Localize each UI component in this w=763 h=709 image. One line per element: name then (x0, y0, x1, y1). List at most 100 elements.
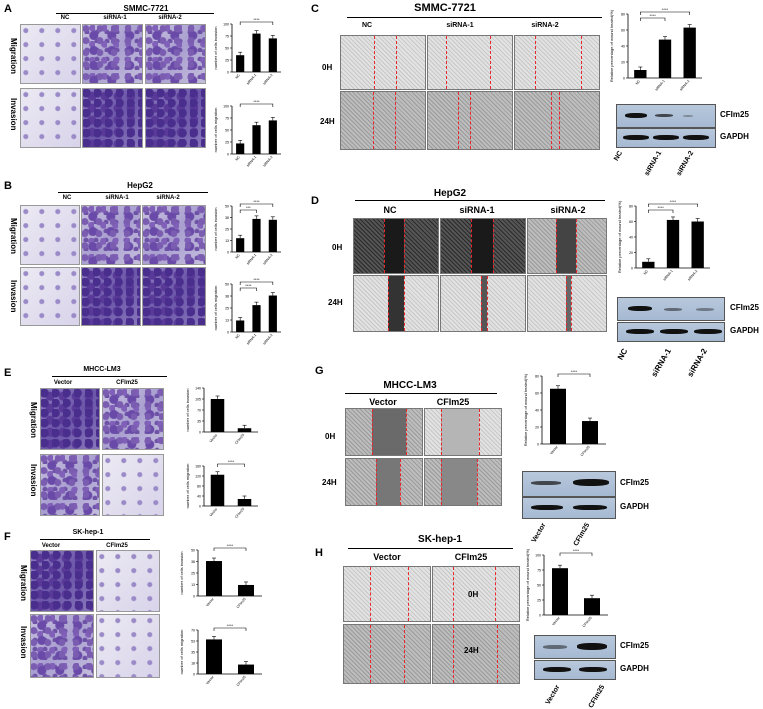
bar (584, 598, 600, 615)
panel-g-title: MHCC-LM3 (383, 380, 437, 391)
blot-lane-label: NC (613, 150, 625, 163)
panel-label-a: A (4, 3, 12, 15)
panel-f-underline (40, 539, 150, 540)
y-tick-label: 50 (191, 549, 195, 553)
x-tick-label: NC (643, 269, 650, 276)
x-tick-label: siRNA-2 (262, 73, 273, 86)
bar (236, 320, 245, 332)
significance-label: **** (227, 543, 234, 548)
wound-image (340, 35, 426, 90)
significance-label: **** (670, 199, 677, 204)
wound-image (440, 218, 526, 274)
panel-e-row-migration: Migration (29, 402, 38, 438)
bar (236, 55, 245, 72)
significance-label: **** (227, 623, 234, 628)
bar (268, 219, 277, 252)
bar (634, 70, 647, 78)
y-tick-label: 0 (227, 251, 229, 255)
panel-f-group-cfim25: CFIm25 (106, 543, 128, 549)
bar (683, 27, 696, 79)
x-tick-label: siRNA-1 (246, 253, 257, 266)
panel-e-group-cfim25: CFIm25 (116, 380, 138, 386)
panel-f-row-migration: Migration (19, 565, 28, 601)
chart-a1: 0 25 50 75 100 number of cells invasion NC siRN… (213, 17, 281, 86)
panel-f-title: SK-hep-1 (72, 529, 104, 536)
x-tick-label: Vector (209, 506, 219, 517)
y-tick-label: 25 (225, 59, 229, 63)
y-axis-label: Relative percentage of wound healed(%) (609, 9, 614, 82)
x-tick-label: siRNA-2 (262, 333, 273, 346)
blot-label-gapdh: GAPDH (620, 664, 649, 673)
x-tick-label: NC (235, 155, 242, 162)
transwell-image (30, 614, 94, 678)
y-tick-label: 25 (537, 599, 541, 603)
panel-c-group-sirna2: siRNA-2 (531, 22, 559, 29)
significance-label: **** (662, 7, 669, 12)
transwell-image (102, 454, 164, 516)
western-blot-gapdh (522, 497, 616, 519)
y-tick-label: 100 (223, 23, 229, 27)
panel-label-g: G (315, 365, 324, 377)
wound-image (427, 91, 513, 150)
y-axis-label: number of cells migration (179, 630, 184, 675)
x-tick-label: siRNA-2 (262, 155, 273, 168)
y-tick-label: 50 (537, 584, 541, 588)
y-axis-label: number of cells invasion (213, 208, 218, 251)
x-tick-label: Vector (205, 596, 215, 607)
panel-b-row-invasion: Invasion (9, 280, 18, 313)
y-axis-label: Relative percentage of wound healed(%) (617, 200, 622, 273)
wound-image (427, 35, 513, 90)
y-tick-label: 75 (225, 35, 229, 39)
y-tick-label: 35 (191, 651, 195, 655)
panel-h-title: SK-hep-1 (418, 534, 462, 545)
significance-bracket (239, 203, 274, 207)
wound-image (424, 408, 502, 456)
significance-label: **** (253, 277, 260, 282)
western-blot-gapdh (617, 322, 725, 342)
panel-a-underline (56, 13, 214, 14)
blot-lane-label: siRNA-2 (675, 150, 696, 178)
panel-c-group-sirna1: siRNA-1 (446, 22, 474, 29)
wound-image (345, 458, 423, 506)
bar (237, 499, 252, 506)
significance-bracket (640, 11, 690, 15)
y-tick-label: 13 (191, 583, 195, 587)
panel-b-title: HepG2 (127, 181, 153, 190)
significance-bracket (557, 373, 591, 377)
y-tick-label: 40 (621, 45, 625, 49)
wound-image (432, 624, 520, 684)
y-tick-label: 80 (535, 375, 539, 379)
bar (268, 295, 277, 332)
panel-e-group-vector: Vector (53, 380, 73, 386)
bar (642, 261, 655, 268)
y-tick-label: 70 (191, 629, 195, 633)
x-tick-label: siRNA-2 (679, 79, 690, 92)
chart-f2: 0 18 35 53 70 number of cells migration Vector… (179, 623, 262, 687)
bar (691, 221, 704, 268)
significance-label: *** (246, 205, 251, 210)
x-tick-label: CFIm25 (234, 507, 245, 519)
y-axis-label: number of cells migration (213, 108, 218, 153)
y-tick-label: 25 (191, 572, 195, 576)
transwell-image (142, 267, 206, 326)
y-tick-label: 80 (621, 13, 625, 17)
bar (552, 568, 568, 615)
panel-h-time-0h: 0H (468, 590, 479, 599)
significance-bracket (239, 281, 274, 285)
transwell-image (20, 24, 81, 84)
bar (252, 125, 261, 154)
transwell-image (81, 205, 141, 265)
bar (252, 218, 261, 252)
panel-b-group-sirna1: siRNA-1 (105, 195, 129, 201)
bar (237, 428, 252, 432)
y-tick-label: 0 (623, 77, 625, 81)
y-axis-label: Relative percentage of wound healed(%) (523, 373, 528, 446)
bar (238, 664, 254, 674)
bar (252, 305, 261, 332)
transwell-image (142, 205, 206, 265)
wound-image (527, 275, 607, 332)
wound-image (343, 624, 431, 684)
x-tick-label: siRNA-1 (654, 79, 665, 92)
bar (238, 584, 254, 596)
y-tick-label: 50 (225, 129, 229, 133)
